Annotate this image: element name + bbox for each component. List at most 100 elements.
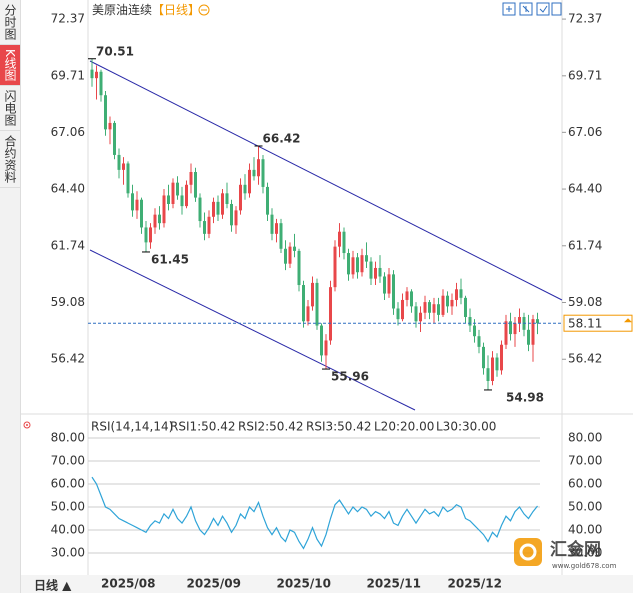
candle-body <box>252 169 256 177</box>
y-tick-label: 61.74 <box>568 238 602 252</box>
sidebar-tab[interactable]: K线图 <box>0 45 20 86</box>
candle-body <box>437 304 440 315</box>
y-tick-label: 30.00 <box>51 545 85 559</box>
candle-body <box>266 186 269 215</box>
candle-body <box>122 163 125 170</box>
candle-body <box>329 287 332 341</box>
sidebar-tab[interactable]: 合约资料 <box>0 131 20 188</box>
period-button[interactable]: 日线 ▲ <box>34 578 72 593</box>
candle-body <box>230 203 233 226</box>
legend-item: L30:30.00 <box>436 420 496 434</box>
extreme-label: 66.42 <box>263 131 301 145</box>
y-tick-label: 60.00 <box>51 477 85 491</box>
sidebar-tab[interactable]: 闪电图 <box>0 86 20 131</box>
candle-body <box>392 274 395 309</box>
candle-body <box>441 295 445 315</box>
candle-body <box>374 267 377 279</box>
candle-body <box>342 231 346 254</box>
y-tick-label: 70.00 <box>568 454 602 468</box>
candle-body <box>153 214 157 228</box>
candle-body <box>189 171 193 185</box>
y-tick-label: 64.40 <box>51 182 85 196</box>
y-tick-label: 69.71 <box>51 68 85 82</box>
candle-body <box>311 282 314 307</box>
candle-body <box>135 199 139 211</box>
candle-body <box>414 306 418 322</box>
watermark-name: 汇金网 <box>550 539 601 560</box>
candle-body <box>95 71 98 79</box>
rsi-line <box>91 476 538 550</box>
y-tick-label: 56.42 <box>568 352 602 366</box>
extreme-label: 54.98 <box>506 390 544 404</box>
candle-body <box>216 201 220 215</box>
candle-body <box>225 193 229 204</box>
candle-body <box>104 95 107 130</box>
x-tick-label: 2025/10 <box>277 577 331 591</box>
candle-body <box>473 325 476 337</box>
x-tick-label: 2025/08 <box>101 577 155 591</box>
extreme-label: 55.96 <box>331 370 369 384</box>
chart-title: 美原油连续【日线】 <box>92 2 200 17</box>
candle-body <box>500 344 503 371</box>
last-price-box <box>563 314 633 332</box>
y-tick-label: 40.00 <box>568 523 602 537</box>
candle-body <box>108 122 112 130</box>
candle-body <box>347 253 350 275</box>
symbol: 美原油连续 <box>92 2 152 17</box>
candle-body <box>527 329 530 345</box>
candle-body <box>531 319 535 345</box>
sidebar-tab[interactable]: 分时图 <box>0 0 20 45</box>
candle-body <box>185 184 188 207</box>
candle-body <box>140 199 143 228</box>
candle-body <box>144 227 148 243</box>
candle-body <box>284 248 287 264</box>
candle-body <box>117 154 121 170</box>
last-price-arrow <box>624 318 632 323</box>
candle-body <box>131 193 134 211</box>
candle-body <box>495 357 499 371</box>
y-tick-label: 70.00 <box>51 454 85 468</box>
candle-body <box>194 171 197 198</box>
y-tick-label: 64.40 <box>568 182 602 196</box>
candle-body <box>401 299 404 320</box>
candle-body <box>324 340 328 356</box>
candle-body <box>288 246 292 264</box>
toolbar[interactable] <box>502 2 562 16</box>
candle-body <box>504 321 508 345</box>
legend-item: RSI1:50.42 <box>170 420 236 434</box>
candle-body <box>369 261 373 279</box>
candle-body <box>149 227 152 243</box>
candle-body <box>248 169 251 194</box>
zoom-icon[interactable] <box>198 4 210 16</box>
candle-body <box>315 282 319 326</box>
candle-body <box>99 71 103 96</box>
extreme-label: 70.51 <box>96 44 134 58</box>
candle-body <box>180 195 184 207</box>
candle-body <box>455 289 458 300</box>
sidebar: 分时图 K线图 闪电图 合约资料 <box>0 0 21 593</box>
candle-body <box>450 299 454 307</box>
y-tick-label: 60.00 <box>568 477 602 491</box>
y-tick-label: 59.08 <box>51 295 85 309</box>
x-tick-label: 2025/09 <box>187 577 241 591</box>
candle-body <box>477 336 481 347</box>
candle-body <box>387 274 391 294</box>
candle-body <box>446 295 449 307</box>
y-tick-label: 69.71 <box>568 68 602 82</box>
candle-body <box>243 184 247 194</box>
candle-body <box>410 291 413 307</box>
watermark-logo <box>514 538 542 566</box>
candle-body <box>203 221 206 234</box>
candle-body <box>423 302 427 313</box>
candle-body <box>468 317 472 326</box>
legend-item: RSI3:50.42 <box>306 420 372 434</box>
candle-body <box>482 346 485 369</box>
rsi-icon <box>23 421 31 429</box>
y-tick-label: 72.37 <box>51 12 85 26</box>
candle-body <box>198 197 202 222</box>
candle-body <box>207 216 211 234</box>
y-tick-label: 67.06 <box>51 125 85 139</box>
candle-body <box>509 321 512 335</box>
candle-body <box>212 201 215 217</box>
